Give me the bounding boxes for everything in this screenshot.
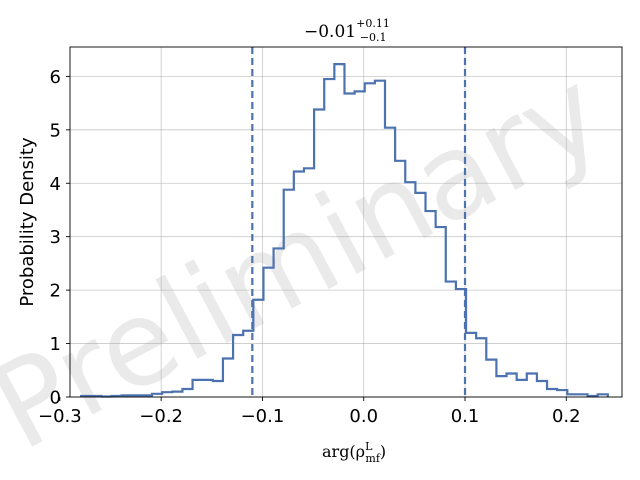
x-tick-label: 0.1 [451,406,480,427]
histogram-bin [537,381,547,397]
x-axis-label-prefix: arg(ρ [322,442,365,461]
histogram-bin [274,248,284,397]
y-tick-label: 4 [50,174,61,195]
histogram-bin [263,268,273,397]
x-tick-label: 0.0 [349,406,378,427]
histogram-bin [213,381,223,397]
histogram-bin [426,211,436,397]
x-tick-label: −0.2 [139,406,183,427]
y-tick-label: 5 [50,120,61,141]
histogram-bin [324,79,334,397]
histogram-bin [436,227,446,397]
chart-title-main: −0.01 [304,22,356,42]
x-tick-label: 0.2 [552,406,581,427]
histogram-bin [517,380,527,397]
histogram-bin [304,168,314,397]
y-tick-label: 3 [50,227,61,248]
histogram-bin [344,93,354,397]
chart-title: −0.01+0.11 −0.1 [304,17,390,44]
histogram-bin [385,128,395,397]
x-axis-label-sup: L [365,440,373,453]
histogram-bin [375,81,385,397]
histogram-bin [203,380,213,397]
histogram-bin [243,331,253,397]
x-tick-label: −0.3 [38,406,82,427]
histogram-bin [547,389,557,397]
y-axis-label: Probability Density [17,137,38,307]
histogram-bin [486,360,496,397]
histogram-bin [152,394,162,397]
histogram-bin [466,333,476,397]
histogram-bin [182,389,192,397]
histogram-bin [223,359,233,397]
histogram-bin [395,161,405,397]
y-tick-label: 1 [50,334,61,355]
chart-title-sup: +0.11 [356,17,390,30]
y-tick-label: 2 [50,281,61,302]
histogram-bin [415,193,425,397]
histogram-bin [405,182,415,397]
histogram-bin [527,373,537,397]
x-axis-label-suffix: ) [380,442,386,461]
histogram-bin [233,335,243,397]
plot-frame [69,46,623,398]
histogram-bin [193,380,203,397]
histogram-bin [507,373,517,397]
chart-title-sub: −0.1 [360,31,387,44]
histogram-bin [253,300,263,397]
y-tick-label: 6 [50,67,61,88]
histogram-bin [476,338,486,397]
histogram-bin [334,64,344,397]
histogram-step-line [80,62,609,398]
histogram-bin [294,172,304,397]
x-axis-label-sub: mf [365,452,380,465]
histogram-bin [496,376,506,397]
y-tick-label: 0 [50,388,61,409]
histogram-bin [172,392,182,397]
x-tick-label: −0.1 [241,406,285,427]
histogram-bin [284,190,294,397]
histogram-bin [162,392,172,397]
histogram-bin [314,110,324,397]
histogram-bin [355,91,365,397]
x-axis-label: arg(ρL mf) [322,440,386,465]
histogram-bin [365,83,375,397]
histogram-bin [557,390,567,397]
histogram-bin [446,282,456,397]
